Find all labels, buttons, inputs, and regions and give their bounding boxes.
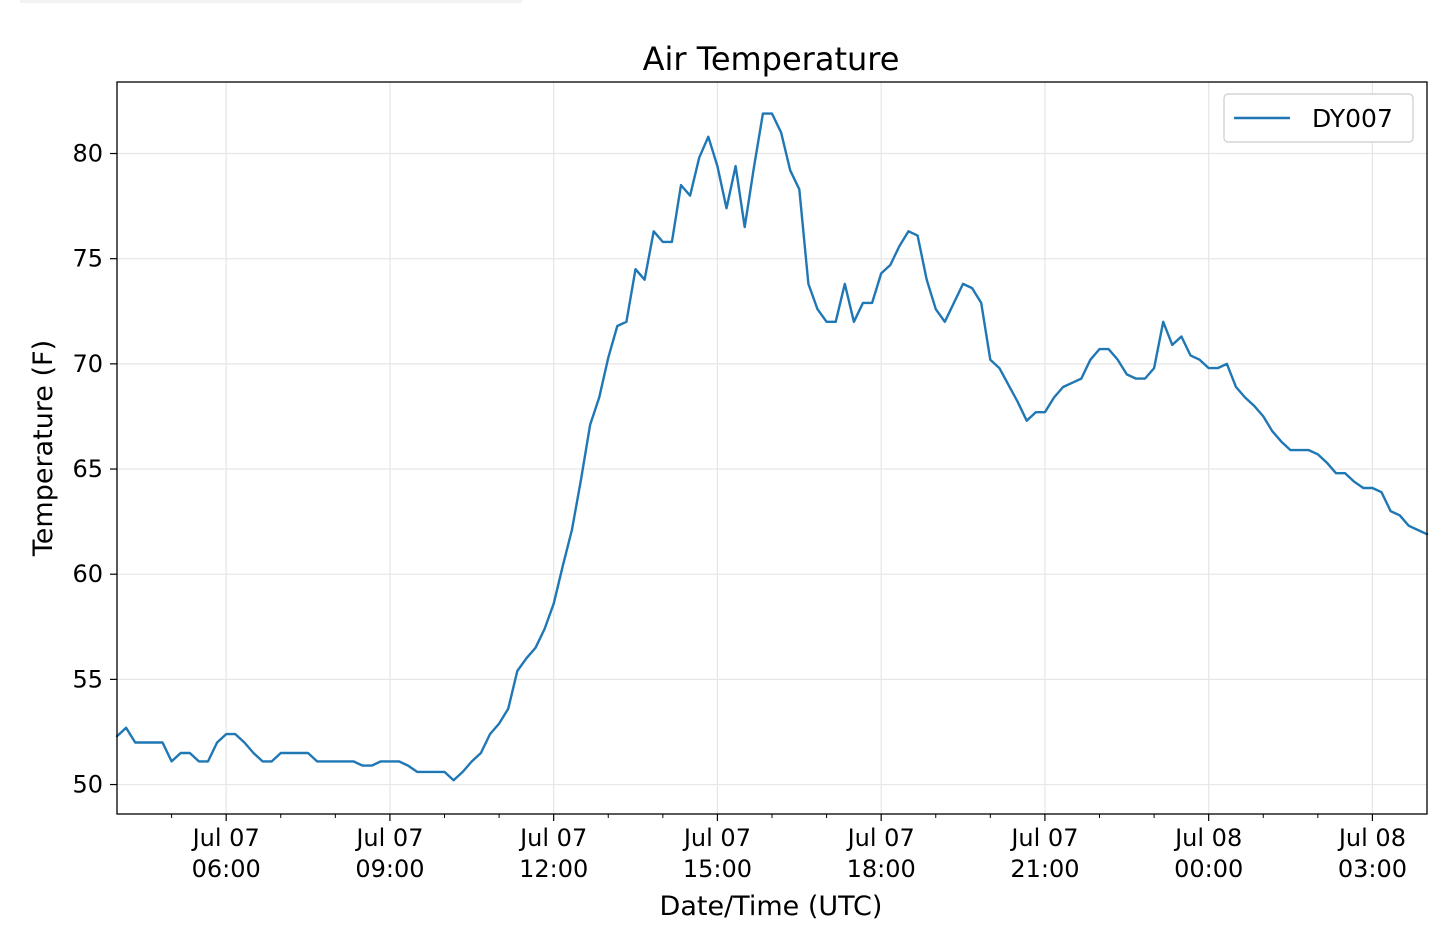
x-tick-label-time: 15:00 xyxy=(683,855,752,883)
x-tick-label-time: 09:00 xyxy=(355,855,424,883)
x-tick-label-time: 06:00 xyxy=(192,855,261,883)
x-tick-label-time: 18:00 xyxy=(847,855,916,883)
y-axis-ticks: 50 55 60 65 70 75 80 xyxy=(72,140,117,799)
x-tick-label-time: 03:00 xyxy=(1338,855,1407,883)
plot-area xyxy=(115,112,1429,782)
legend-label: DY007 xyxy=(1312,104,1393,133)
x-axis-title: Date/Time (UTC) xyxy=(660,891,883,922)
x-tick-label-time: 21:00 xyxy=(1010,855,1079,883)
x-tick-label-date: Jul 07 xyxy=(682,824,751,852)
y-axis-title: Temperature (F) xyxy=(28,340,59,557)
x-tick-label-date: Jul 07 xyxy=(1009,824,1078,852)
legend: DY007 xyxy=(1223,93,1414,143)
x-tick-label-date: Jul 07 xyxy=(354,824,423,852)
x-tick-label-time: 00:00 xyxy=(1174,855,1243,883)
grid-lines xyxy=(117,82,1427,814)
top-strip-divider xyxy=(20,0,522,3)
y-tick-label: 50 xyxy=(72,771,103,799)
y-tick-label: 80 xyxy=(72,140,103,168)
y-tick-label: 65 xyxy=(72,455,103,483)
x-tick-label-date: Jul 07 xyxy=(846,824,915,852)
x-tick-label-date: Jul 07 xyxy=(518,824,587,852)
y-tick-label: 70 xyxy=(72,350,103,378)
x-tick-label-time: 12:00 xyxy=(519,855,588,883)
x-tick-label-date: Jul 08 xyxy=(1337,824,1406,852)
legend-box xyxy=(1223,93,1414,143)
y-tick-label: 75 xyxy=(72,245,103,273)
y-tick-label: 55 xyxy=(72,665,103,693)
x-tick-label-date: Jul 07 xyxy=(191,824,260,852)
axes-frame xyxy=(116,81,1428,815)
chart-title: Air Temperature xyxy=(643,40,900,78)
x-axis-ticks: Jul 07 06:00 Jul 07 09:00 Jul 07 12:00 Jul 07 1… xyxy=(171,814,1407,883)
y-tick-label: 60 xyxy=(72,560,103,588)
x-tick-label-date: Jul 08 xyxy=(1173,824,1242,852)
series-line-dy007 xyxy=(115,112,1429,782)
